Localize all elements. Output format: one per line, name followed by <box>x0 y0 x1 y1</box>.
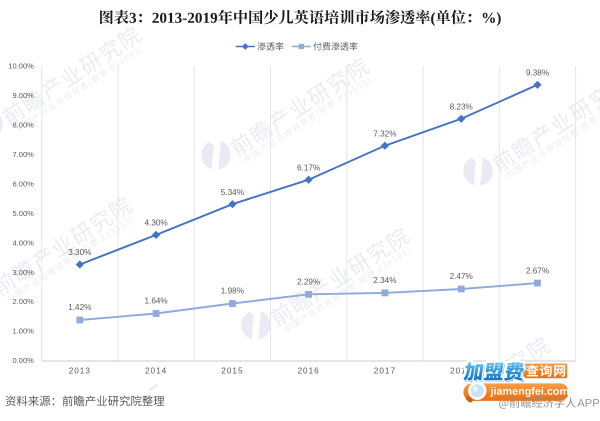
svg-text:10.00%: 10.00% <box>8 62 34 71</box>
svg-text:1.64%: 1.64% <box>144 297 167 306</box>
svg-text:8.23%: 8.23% <box>450 103 473 112</box>
svg-text:2016: 2016 <box>297 366 319 375</box>
svg-text:2.29%: 2.29% <box>297 278 320 287</box>
svg-text:2017: 2017 <box>374 366 396 375</box>
svg-text:0.00%: 0.00% <box>13 356 35 365</box>
svg-text:6.00%: 6.00% <box>13 179 35 188</box>
svg-text:1.98%: 1.98% <box>221 287 244 296</box>
svg-text:2015: 2015 <box>221 366 243 375</box>
svg-text:1.42%: 1.42% <box>68 303 91 312</box>
svg-text:2.34%: 2.34% <box>373 276 396 285</box>
svg-text:3.30%: 3.30% <box>68 248 91 257</box>
svg-text:4.00%: 4.00% <box>13 238 35 247</box>
svg-text:6.17%: 6.17% <box>297 163 320 172</box>
svg-text:5.34%: 5.34% <box>221 188 244 197</box>
svg-text:1.00%: 1.00% <box>13 327 35 336</box>
svg-text:4.30%: 4.30% <box>144 219 167 228</box>
svg-text:2.00%: 2.00% <box>13 297 35 306</box>
svg-text:5.00%: 5.00% <box>13 209 35 218</box>
svg-text:3.00%: 3.00% <box>13 268 35 277</box>
svg-text:2.47%: 2.47% <box>450 272 473 281</box>
svg-text:8.00%: 8.00% <box>13 121 35 130</box>
svg-text:7.32%: 7.32% <box>373 129 396 138</box>
svg-text:2014: 2014 <box>145 366 167 375</box>
svg-text:9.00%: 9.00% <box>13 91 35 100</box>
svg-text:2.67%: 2.67% <box>526 266 549 275</box>
svg-text:9.38%: 9.38% <box>526 69 549 78</box>
svg-text:2013: 2013 <box>69 366 91 375</box>
svg-text:2018: 2018 <box>450 366 472 375</box>
svg-text:7.00%: 7.00% <box>13 150 35 159</box>
